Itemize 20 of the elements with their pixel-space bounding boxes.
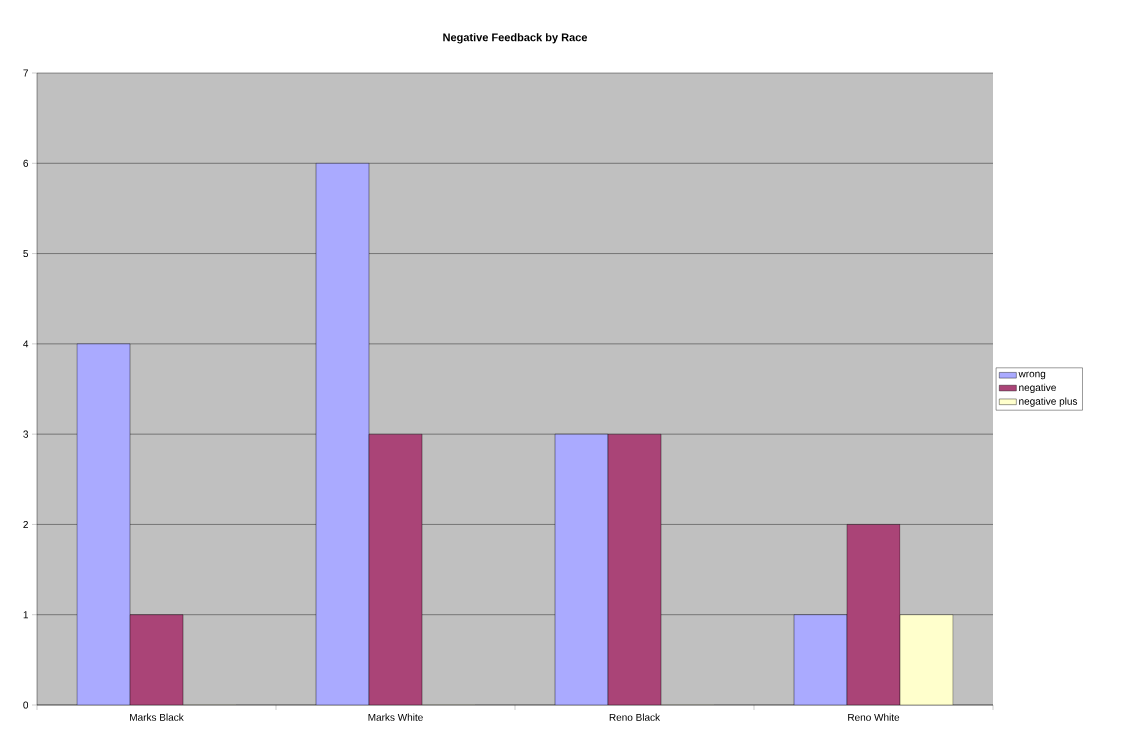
legend-label: wrong [1018,371,1046,380]
y-tick-label: 5 [23,250,29,258]
x-tick-label: Marks Black [130,713,184,721]
y-tick-label: 1 [23,611,28,619]
legend-label: negative plus [1019,397,1078,407]
bar [793,614,848,705]
x-tick-label: Reno White [848,713,900,721]
y-tick-label: 6 [23,159,29,167]
bar [76,343,131,705]
y-tick-label: 2 [23,520,28,528]
x-tick-label: Marks White [368,713,423,721]
legend-label: negative [1019,383,1056,394]
y-tick-label: 7 [23,69,28,77]
chart-title: Negative Feedback by Race [443,33,588,44]
y-tick-label: 4 [23,340,29,348]
bar [315,163,370,705]
y-tick-label: 3 [23,430,29,438]
bar [554,433,609,705]
x-tick-label: Reno Black [609,713,661,721]
y-tick-label: 0 [23,701,29,709]
